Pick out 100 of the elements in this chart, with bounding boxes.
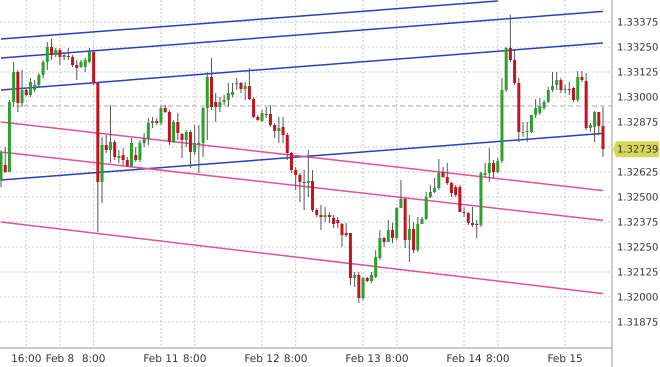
candlestick [33, 80, 36, 92]
candlestick [362, 276, 365, 300]
candlestick [244, 82, 247, 100]
y-tick-label: 1.33250 [617, 42, 658, 54]
x-tick-label: Feb 15 [547, 353, 583, 365]
candlestick [462, 206, 466, 218]
candlestick [108, 104, 112, 164]
y-tick-label: 1.33375 [617, 18, 658, 28]
candlestick [290, 152, 293, 174]
candlestick [332, 214, 336, 228]
candlestick [433, 178, 436, 194]
candlestick [324, 206, 327, 222]
candlestick [538, 98, 542, 116]
candlestick [282, 116, 285, 144]
candlestick [176, 112, 180, 140]
y-tick-label: 1.33125 [617, 68, 658, 78]
candlestick [470, 206, 474, 228]
y-tick-label: 1.32875 [617, 118, 658, 128]
candlestick [71, 54, 74, 68]
candlestick [104, 134, 108, 154]
candlestick [4, 146, 7, 174]
x-tick-label: Feb 14 [446, 353, 482, 365]
candlestick [222, 94, 226, 106]
candlestick [602, 106, 604, 158]
x-tick-label: 8:00 [182, 353, 206, 365]
candlestick [424, 192, 428, 220]
x-tick-label: 16:00 [11, 353, 42, 365]
candlestick [130, 138, 134, 168]
candlestick [336, 216, 340, 228]
candlestick [42, 60, 45, 78]
candlestick [235, 78, 238, 90]
candlestick [113, 140, 116, 160]
candlestick [357, 272, 360, 304]
candlestick [550, 72, 554, 92]
candlestick [159, 106, 162, 126]
candlestick [353, 272, 356, 288]
y-tick-label: 1.32500 [617, 192, 658, 204]
candlestick [475, 220, 478, 238]
candlestick [492, 160, 496, 178]
candlestick [391, 222, 394, 244]
y-tick-label: 1.32625 [617, 168, 658, 178]
candlestick [580, 70, 584, 82]
candlestick [319, 204, 322, 230]
candlestick [340, 222, 344, 248]
candlestick [328, 212, 331, 224]
candlestick [66, 48, 70, 60]
candlestick [273, 122, 276, 138]
candlestick [37, 72, 40, 88]
candlestick [239, 82, 242, 94]
candlestick [399, 180, 402, 208]
candlestick [508, 14, 512, 62]
candlestick [496, 158, 500, 174]
x-tick-label: Feb 11 [143, 353, 179, 365]
x-tick-label: 8:00 [82, 353, 106, 365]
candlestick [442, 166, 445, 178]
candlestick [75, 60, 78, 80]
candlestick [302, 170, 306, 210]
y-tick-label: 1.32250 [617, 242, 658, 254]
candlestick [408, 214, 411, 262]
candlestick [28, 78, 32, 98]
candlestick [122, 148, 125, 166]
x-tick-label: Feb 12 [244, 353, 280, 365]
x-tick-label: 8:00 [486, 353, 510, 365]
candlestick [58, 48, 62, 66]
candlestick [534, 98, 538, 118]
candlestick [88, 48, 91, 64]
candlestick [197, 124, 200, 174]
candlestick [46, 42, 49, 70]
candlestick [218, 96, 222, 112]
y-tick-label: 1.31875 [617, 318, 658, 328]
candlestick [488, 148, 491, 182]
candlestick [466, 212, 470, 226]
candlestick [572, 86, 576, 102]
y-tick-label: 1.33000 [617, 92, 658, 104]
x-tick-label: 8:00 [284, 353, 308, 365]
x-tick-label: Feb 13 [345, 353, 381, 365]
candlestick [146, 118, 150, 146]
x-tick-label: Feb 8 [46, 353, 74, 365]
candlestick [306, 150, 310, 198]
candlestick [437, 158, 440, 190]
candlestick [180, 132, 184, 158]
candlestick [151, 116, 154, 128]
candlestick [142, 132, 146, 148]
candlestick [298, 172, 302, 202]
text: 1.32739 [617, 144, 658, 156]
candlestick [226, 82, 230, 108]
candlestick [20, 70, 24, 108]
candlestick [117, 150, 120, 164]
y-tick-label: 1.32000 [617, 292, 658, 304]
candlestick [446, 162, 449, 186]
candlestick [382, 236, 386, 248]
candlestick [268, 104, 272, 128]
candlestick [555, 72, 558, 90]
candlestick [184, 130, 188, 148]
candlestick [450, 182, 453, 198]
candlestick [252, 96, 256, 118]
candlestick [138, 140, 142, 162]
candlestick [412, 222, 416, 254]
candlestick [50, 38, 54, 60]
candlestick [559, 78, 562, 94]
